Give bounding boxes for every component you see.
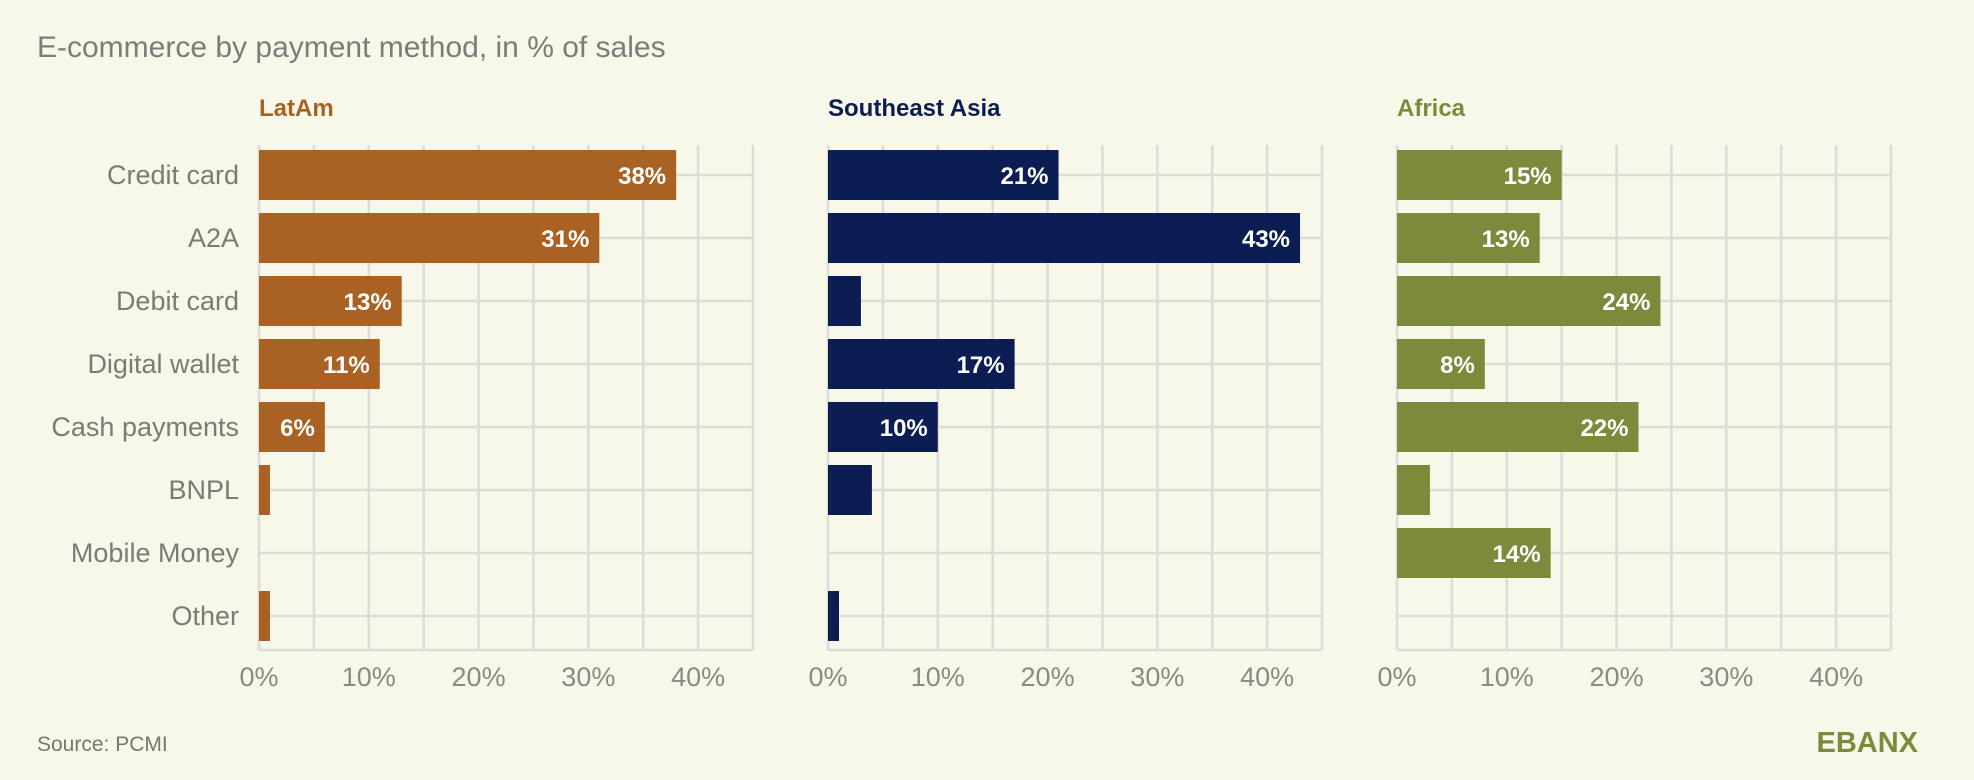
x-tick-label: 10% <box>342 662 396 692</box>
x-tick-label: 40% <box>1240 662 1294 692</box>
category-label-other: Other <box>171 601 239 631</box>
bar-latam-cash-payments <box>259 402 325 452</box>
category-label-bnpl: BNPL <box>168 475 239 505</box>
data-label-southeast-asia-a2a: 43% <box>1242 226 1290 253</box>
bar-southeast-asia-debit-card <box>828 276 861 326</box>
category-label-mobile-money: Mobile Money <box>71 538 240 568</box>
x-tick-label: 40% <box>1809 662 1863 692</box>
chart-source: Source: PCMI <box>37 733 168 756</box>
category-label-cash-payments: Cash payments <box>51 412 239 442</box>
bar-latam-bnpl <box>259 465 270 515</box>
bar-southeast-asia-credit-card <box>828 150 1059 200</box>
bar-southeast-asia-bnpl <box>828 465 872 515</box>
x-tick-label: 10% <box>911 662 965 692</box>
data-label-latam-digital-wallet: 11% <box>323 352 370 379</box>
x-tick-label: 10% <box>1480 662 1534 692</box>
x-tick-label: 20% <box>1590 662 1644 692</box>
panel-southeast-asia: Southeast Asia 0% 10% 20% 30% 40% 21% 43% 17% 10% <box>808 95 1324 692</box>
bar-latam-other <box>259 591 270 641</box>
category-label-debit-card: Debit card <box>116 286 239 316</box>
panel-africa: Africa 0% 10% 20% 30% 40% 15% 13% 24% 8% 22% 14% <box>1377 95 1893 692</box>
bar-latam-a2a <box>259 213 600 263</box>
x-tick-label: 0% <box>808 662 847 692</box>
data-label-southeast-asia-digital-wallet: 17% <box>957 352 1005 379</box>
x-tick-label: 0% <box>1377 662 1416 692</box>
bar-africa-debit-card <box>1397 276 1661 326</box>
bar-africa-cash-payments <box>1397 402 1639 452</box>
data-label-southeast-asia-cash-payments: 10% <box>880 415 928 442</box>
x-tick-label: 20% <box>452 662 506 692</box>
bar-africa-a2a <box>1397 213 1540 263</box>
data-label-africa-mobile-money: 14% <box>1493 541 1541 568</box>
data-label-southeast-asia-credit-card: 21% <box>1000 163 1048 190</box>
data-label-latam-credit-card: 38% <box>618 163 666 190</box>
bar-latam-credit-card <box>259 150 677 200</box>
category-label-a2a: A2A <box>188 223 239 253</box>
panel-title-africa: Africa <box>1397 95 1466 122</box>
bar-southeast-asia-a2a <box>828 213 1301 263</box>
x-tick-label: 30% <box>561 662 615 692</box>
data-label-latam-debit-card: 13% <box>344 289 392 316</box>
data-label-africa-digital-wallet: 8% <box>1440 352 1475 379</box>
bar-africa-digital-wallet <box>1397 339 1485 389</box>
chart-title: E-commerce by payment method, in % of sa… <box>37 31 666 64</box>
data-label-latam-cash-payments: 6% <box>280 415 315 442</box>
panel-title-southeast-asia: Southeast Asia <box>828 95 1001 122</box>
category-label-credit-card: Credit card <box>107 160 239 190</box>
x-tick-label: 30% <box>1130 662 1184 692</box>
data-label-africa-a2a: 13% <box>1482 226 1530 253</box>
x-tick-label: 20% <box>1021 662 1075 692</box>
bar-africa-bnpl <box>1397 465 1430 515</box>
ebanx-logo: EBANX <box>1816 727 1918 759</box>
data-label-africa-cash-payments: 22% <box>1580 415 1628 442</box>
bar-latam-digital-wallet <box>259 339 380 389</box>
bar-southeast-asia-cash-payments <box>828 402 938 452</box>
bar-southeast-asia-digital-wallet <box>828 339 1015 389</box>
data-label-africa-credit-card: 15% <box>1504 163 1552 190</box>
bar-africa-mobile-money <box>1397 528 1551 578</box>
category-label-digital-wallet: Digital wallet <box>87 349 239 379</box>
data-label-africa-debit-card: 24% <box>1602 289 1650 316</box>
x-tick-label: 0% <box>239 662 278 692</box>
data-label-latam-a2a: 31% <box>541 226 589 253</box>
bar-southeast-asia-other <box>828 591 839 641</box>
bar-latam-debit-card <box>259 276 402 326</box>
panel-latam: LatAm 0% 10% 20% 30% 40% 38% 31% 13% 11% 6% <box>239 95 755 692</box>
bar-africa-credit-card <box>1397 150 1562 200</box>
x-tick-label: 30% <box>1699 662 1753 692</box>
panel-title-latam: LatAm <box>259 95 334 122</box>
x-tick-label: 40% <box>671 662 725 692</box>
chart-panels: Credit card A2A Debit card Digital wallet Ca… <box>51 95 1893 692</box>
